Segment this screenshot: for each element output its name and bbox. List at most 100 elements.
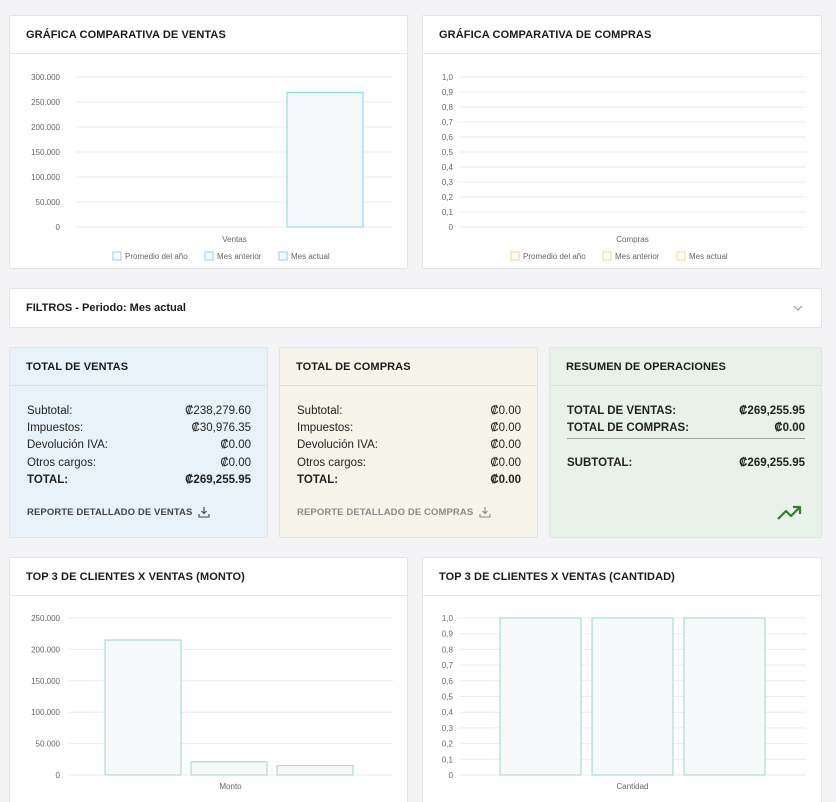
- y-tick-label: 0: [56, 223, 61, 232]
- ventas-row-label: Impuestos:: [27, 422, 84, 435]
- compras-row-label: Devolución IVA:: [297, 439, 378, 452]
- y-tick-label: 0,9: [442, 88, 454, 97]
- compras-row-value: ₡0.00: [490, 422, 521, 435]
- resumen-row: TOTAL DE COMPRAS: ₡0.00: [567, 420, 805, 440]
- compras-row-label: Impuestos:: [297, 422, 354, 435]
- compras-row: Impuestos: ₡0.00: [297, 420, 521, 437]
- resumen-row-value: ₡269,255.95: [739, 405, 805, 417]
- ventas-chart: 300.000 250.000 200.000 150.000 100.000 50.00…: [31, 73, 393, 261]
- filters-bar[interactable]: FILTROS - Periodo: Mes actual: [9, 288, 822, 328]
- filters-title: FILTROS - Periodo: Mes actual: [26, 302, 186, 314]
- compras-chart-title: GRÁFICA COMPARATIVA DE COMPRAS: [423, 16, 821, 54]
- ventas-row-value: ₡0.00: [220, 439, 251, 452]
- y-tick-label: 0,8: [442, 645, 454, 654]
- trending-up-icon: [777, 505, 802, 520]
- y-tick-label: 0,2: [442, 193, 454, 202]
- total-ventas-rows: Subtotal: ₡238,279.60 Impuestos: ₡30,976.35…: [10, 386, 267, 489]
- y-tick-label: 0,5: [442, 148, 454, 157]
- legend-label: Mes anterior: [217, 252, 262, 261]
- y-tick-label: 0,4: [442, 708, 454, 717]
- legend-label: Mes anterior: [615, 252, 660, 261]
- legend-label: Mes actual: [291, 252, 330, 261]
- y-tick-label: 0: [449, 223, 454, 232]
- ventas-row-label: TOTAL:: [27, 473, 69, 486]
- x-axis-label: Cantidad: [616, 782, 648, 791]
- ventas-row-value: ₡269,255.95: [185, 473, 251, 486]
- ventas-row: TOTAL: ₡269,255.95: [27, 472, 251, 489]
- compras-chart: 1,0 0,9 0,8 0,7 0,6 0,5 0,4 0,3 0,2 0,1 0 Compras Pr…: [442, 73, 806, 261]
- x-axis-label: Ventas: [222, 235, 246, 244]
- ventas-report-label: REPORTE DETALLADO DE VENTAS: [27, 506, 193, 518]
- bar: [286, 91, 364, 228]
- y-tick-label: 100.000: [31, 173, 60, 182]
- compras-chart-card: GRÁFICA COMPARATIVA DE COMPRAS 1,0 0,9 0,8…: [422, 15, 822, 269]
- y-tick-label: 0: [449, 771, 454, 780]
- compras-row: TOTAL: ₡0.00: [297, 472, 521, 489]
- resumen-row-label: TOTAL DE COMPRAS:: [567, 422, 690, 435]
- bar: [591, 617, 674, 776]
- bar: [276, 765, 354, 776]
- ventas-report-link[interactable]: REPORTE DETALLADO DE VENTAS: [27, 506, 211, 518]
- resumen-row-value: ₡0.00: [774, 422, 805, 435]
- legend-label: Promedio del año: [523, 252, 586, 261]
- compras-report-label: REPORTE DETALLADO DE COMPRAS: [297, 506, 474, 518]
- x-axis-label: Monto: [219, 782, 242, 791]
- y-tick-label: 200.000: [31, 123, 60, 132]
- legend-swatch: [602, 251, 612, 261]
- legend-swatch: [510, 251, 520, 261]
- compras-row: Otros cargos: ₡0.00: [297, 455, 521, 472]
- resumen-title: RESUMEN DE OPERACIONES: [550, 348, 821, 386]
- y-tick-label: 0,1: [442, 208, 454, 217]
- resumen-row-value: ₡269,255.95: [739, 457, 805, 470]
- top-monto-chart-title: TOP 3 DE CLIENTES X VENTAS (MONTO): [10, 558, 407, 596]
- resumen-row-label: SUBTOTAL:: [567, 457, 633, 470]
- y-tick-label: 150.000: [31, 148, 60, 157]
- legend-label: Promedio del año: [125, 252, 188, 261]
- ventas-chart-title: GRÁFICA COMPARATIVA DE VENTAS: [10, 16, 407, 54]
- y-tick-label: 300.000: [31, 73, 60, 82]
- y-tick-label: 50.000: [36, 198, 61, 207]
- ventas-chart-card: GRÁFICA COMPARATIVA DE VENTAS 300.000 250…: [9, 15, 408, 269]
- legend-label: Mes actual: [689, 252, 728, 261]
- bar: [190, 761, 268, 776]
- y-tick-label: 1,0: [442, 614, 454, 623]
- chevron-down-icon[interactable]: [791, 301, 805, 315]
- y-tick-label: 200.000: [31, 645, 60, 654]
- ventas-row: Impuestos: ₡30,976.35: [27, 420, 251, 437]
- top-cantidad-chart-title: TOP 3 DE CLIENTES X VENTAS (CANTIDAD): [423, 558, 821, 596]
- resumen-rows: TOTAL DE VENTAS: ₡269,255.95 TOTAL DE COMP…: [550, 386, 821, 473]
- total-compras-card: TOTAL DE COMPRAS Subtotal: ₡0.00 Impuestos…: [279, 347, 538, 538]
- y-tick-label: 0,7: [442, 118, 454, 127]
- y-tick-label: 1,0: [442, 73, 454, 82]
- y-tick-label: 100.000: [31, 708, 60, 717]
- legend-swatch: [204, 251, 214, 261]
- total-compras-rows: Subtotal: ₡0.00 Impuestos: ₡0.00 Devolución …: [280, 386, 537, 489]
- resumen-row: TOTAL DE VENTAS: ₡269,255.95: [567, 403, 805, 420]
- ventas-row-label: Devolución IVA:: [27, 439, 108, 452]
- y-tick-label: 150.000: [31, 677, 60, 686]
- ventas-row-label: Subtotal:: [27, 405, 73, 417]
- compras-row-value: ₡0.00: [490, 405, 521, 417]
- bar: [104, 639, 182, 776]
- top-cantidad-chart-card: TOP 3 DE CLIENTES X VENTAS (CANTIDAD) 1,…: [422, 557, 822, 802]
- ventas-row: Otros cargos: ₡0.00: [27, 455, 251, 472]
- ventas-row: Subtotal: ₡238,279.60: [27, 403, 251, 420]
- y-tick-label: 0,3: [442, 178, 454, 187]
- ventas-row-value: ₡0.00: [220, 456, 251, 469]
- y-tick-label: 50.000: [36, 740, 61, 749]
- y-tick-label: 0: [56, 771, 61, 780]
- y-tick-label: 0,8: [442, 103, 454, 112]
- legend-swatch: [278, 251, 288, 261]
- total-ventas-title: TOTAL DE VENTAS: [10, 348, 267, 386]
- y-tick-label: 0,6: [442, 677, 454, 686]
- compras-row-value: ₡0.00: [490, 473, 521, 486]
- compras-report-link[interactable]: REPORTE DETALLADO DE COMPRAS: [297, 506, 491, 518]
- legend-swatch: [676, 251, 686, 261]
- x-axis-label: Compras: [616, 235, 648, 244]
- top-monto-chart-card: TOP 3 DE CLIENTES X VENTAS (MONTO) 250.0…: [9, 557, 408, 802]
- y-tick-label: 0,7: [442, 661, 454, 670]
- y-tick-label: 0,4: [442, 163, 454, 172]
- resumen-row-label: TOTAL DE VENTAS:: [567, 405, 677, 417]
- ventas-row: Devolución IVA: ₡0.00: [27, 437, 251, 454]
- download-icon: [479, 507, 491, 518]
